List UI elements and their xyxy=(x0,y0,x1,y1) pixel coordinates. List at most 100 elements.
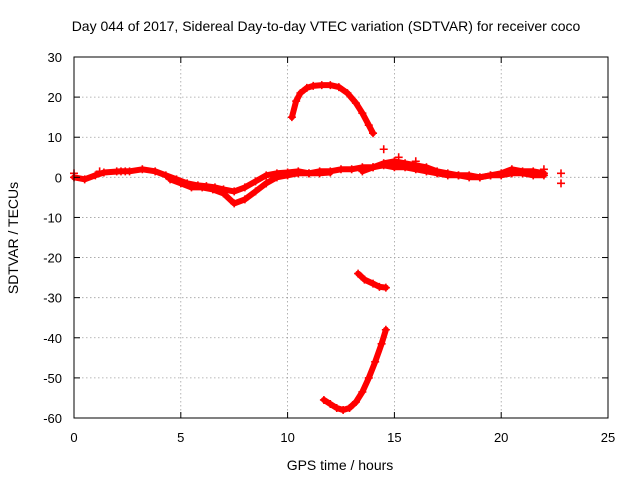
data-point xyxy=(394,153,403,162)
data-point xyxy=(262,171,271,180)
data-point xyxy=(518,167,527,176)
data-point xyxy=(283,171,292,180)
series-band xyxy=(320,326,389,413)
series-upper-band xyxy=(358,157,548,182)
data-point xyxy=(364,373,373,382)
data-point xyxy=(334,83,343,92)
axis-ticks: 0 5 10 15 20 25 -60 -50 -40 -30 -20 -10 0 10 20 30 xyxy=(43,50,615,445)
data-point xyxy=(309,81,318,90)
data-point xyxy=(198,183,207,192)
data-point xyxy=(230,199,239,208)
data-point xyxy=(272,173,281,182)
data-point xyxy=(401,159,410,168)
data-point xyxy=(240,195,249,204)
series-scattered-points xyxy=(70,145,566,188)
y-tick-label: -30 xyxy=(43,291,62,306)
y-tick-label: -20 xyxy=(43,251,62,266)
data-point xyxy=(539,165,548,174)
data-point xyxy=(112,167,121,176)
data-point xyxy=(317,81,326,90)
data-point xyxy=(351,397,360,406)
data-point xyxy=(454,171,463,180)
data-point xyxy=(240,183,249,192)
data-point xyxy=(304,169,313,178)
y-tick-label: -40 xyxy=(43,331,62,346)
data-point xyxy=(369,163,378,172)
y-tick-label: 0 xyxy=(55,170,62,185)
data-point xyxy=(411,157,420,166)
data-point xyxy=(326,168,335,177)
data-point xyxy=(422,163,431,172)
data-point xyxy=(379,159,388,168)
data-point xyxy=(292,97,301,106)
data-point xyxy=(507,165,516,174)
data-point xyxy=(151,167,160,176)
data-point xyxy=(230,187,239,196)
data-point xyxy=(326,81,335,90)
data-point xyxy=(364,121,373,130)
data-point xyxy=(360,275,369,284)
data-point xyxy=(369,279,378,288)
data-point xyxy=(161,171,170,180)
y-tick-label: -60 xyxy=(43,411,62,426)
series-satellite-arc-high xyxy=(287,81,378,138)
data-point xyxy=(80,175,89,184)
y-axis-label: SDTVAR / TECUs xyxy=(5,182,21,294)
data-point xyxy=(381,325,390,334)
data-point xyxy=(176,179,185,188)
y-tick-label: 20 xyxy=(48,90,62,105)
y-tick-label: 30 xyxy=(48,50,62,65)
y-tick-label: 10 xyxy=(48,130,62,145)
data-point xyxy=(326,399,335,408)
chart-title: Day 044 of 2017, Sidereal Day-to-day VTE… xyxy=(72,18,581,34)
y-tick-label: -10 xyxy=(43,210,62,225)
data-point xyxy=(315,169,324,178)
data-point xyxy=(251,187,260,196)
data-series xyxy=(70,81,566,414)
data-point xyxy=(251,177,260,186)
data-point xyxy=(358,109,367,118)
x-tick-label: 5 xyxy=(177,430,184,445)
data-point xyxy=(433,167,442,176)
data-point xyxy=(351,99,360,108)
data-point xyxy=(319,395,328,404)
data-point xyxy=(294,169,303,178)
data-point xyxy=(219,189,228,198)
data-point xyxy=(95,167,104,176)
data-point xyxy=(302,83,311,92)
data-point xyxy=(332,403,341,412)
data-point xyxy=(187,183,196,192)
data-point xyxy=(296,89,305,98)
data-point xyxy=(121,167,130,176)
series-band xyxy=(355,270,389,291)
data-point xyxy=(347,165,356,174)
x-tick-label: 0 xyxy=(70,430,77,445)
x-tick-label: 20 xyxy=(494,430,508,445)
data-point xyxy=(262,179,271,188)
data-point xyxy=(99,168,108,177)
data-point xyxy=(345,403,354,412)
data-point xyxy=(381,283,390,292)
data-point xyxy=(465,171,474,180)
series-band xyxy=(167,169,334,207)
data-point xyxy=(375,282,384,291)
data-point xyxy=(208,185,217,194)
grid xyxy=(74,57,608,418)
data-point xyxy=(369,129,378,138)
data-point xyxy=(339,405,348,414)
x-tick-label: 15 xyxy=(387,430,401,445)
data-point xyxy=(379,145,388,154)
x-tick-label: 25 xyxy=(601,430,615,445)
x-axis-label: GPS time / hours xyxy=(287,457,394,473)
series-lower-band xyxy=(166,168,335,208)
plot-frame xyxy=(73,56,609,419)
data-point xyxy=(343,89,352,98)
data-point xyxy=(138,165,147,174)
data-point xyxy=(486,171,495,180)
data-point xyxy=(557,169,566,178)
data-point xyxy=(371,357,380,366)
x-tick-label: 10 xyxy=(280,430,294,445)
data-point xyxy=(557,179,566,188)
data-point xyxy=(358,167,367,176)
data-point xyxy=(475,173,484,182)
